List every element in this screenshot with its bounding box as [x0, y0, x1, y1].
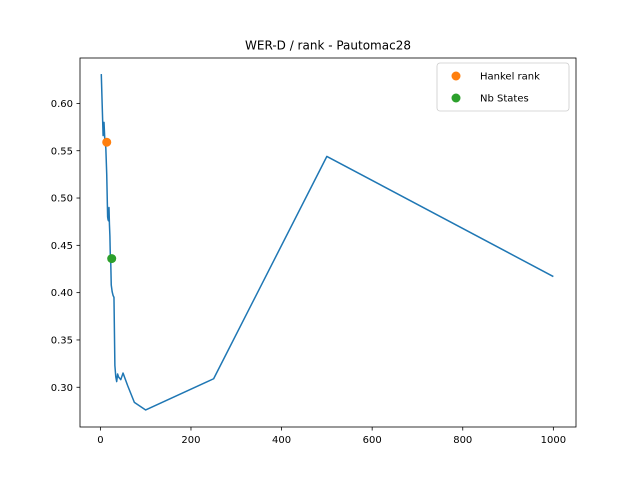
x-axis: 0 200 400 600 800 1000	[97, 427, 566, 446]
y-tick-label: 0.60	[51, 99, 73, 110]
y-tick-label: 0.50	[51, 194, 73, 205]
y-tick-label: 0.40	[51, 288, 73, 299]
legend-marker	[451, 93, 461, 103]
legend-items: Hankel rank Nb States	[451, 71, 540, 105]
y-tick-label: 0.55	[51, 146, 73, 157]
chart-title: WER-D / rank - Pautomac28	[245, 39, 411, 53]
data-point-1	[102, 137, 112, 147]
legend-label: Nb States	[480, 94, 529, 105]
plot-points	[102, 137, 117, 264]
series-line	[100, 74, 554, 411]
y-axis: 0.30 0.35 0.40 0.45 0.50 0.55 0.60	[51, 99, 80, 394]
axes-frame	[79, 57, 577, 428]
legend: Hankel rank Nb States	[436, 62, 570, 112]
x-tick-label: 600	[363, 435, 382, 446]
y-tick-label: 0.35	[51, 336, 73, 347]
y-tick-label: 0.45	[51, 241, 73, 252]
legend-box	[436, 62, 570, 112]
x-tick-label: 200	[181, 435, 200, 446]
data-point-2	[107, 254, 117, 264]
y-tick-label: 0.30	[51, 383, 73, 394]
legend-marker	[451, 71, 461, 81]
x-tick-label: 400	[272, 435, 291, 446]
x-tick-label: 0	[97, 435, 103, 446]
legend-label: Hankel rank	[480, 72, 540, 83]
plot-lines	[100, 74, 554, 411]
x-tick-label: 800	[453, 435, 472, 446]
x-tick-label: 1000	[541, 435, 566, 446]
